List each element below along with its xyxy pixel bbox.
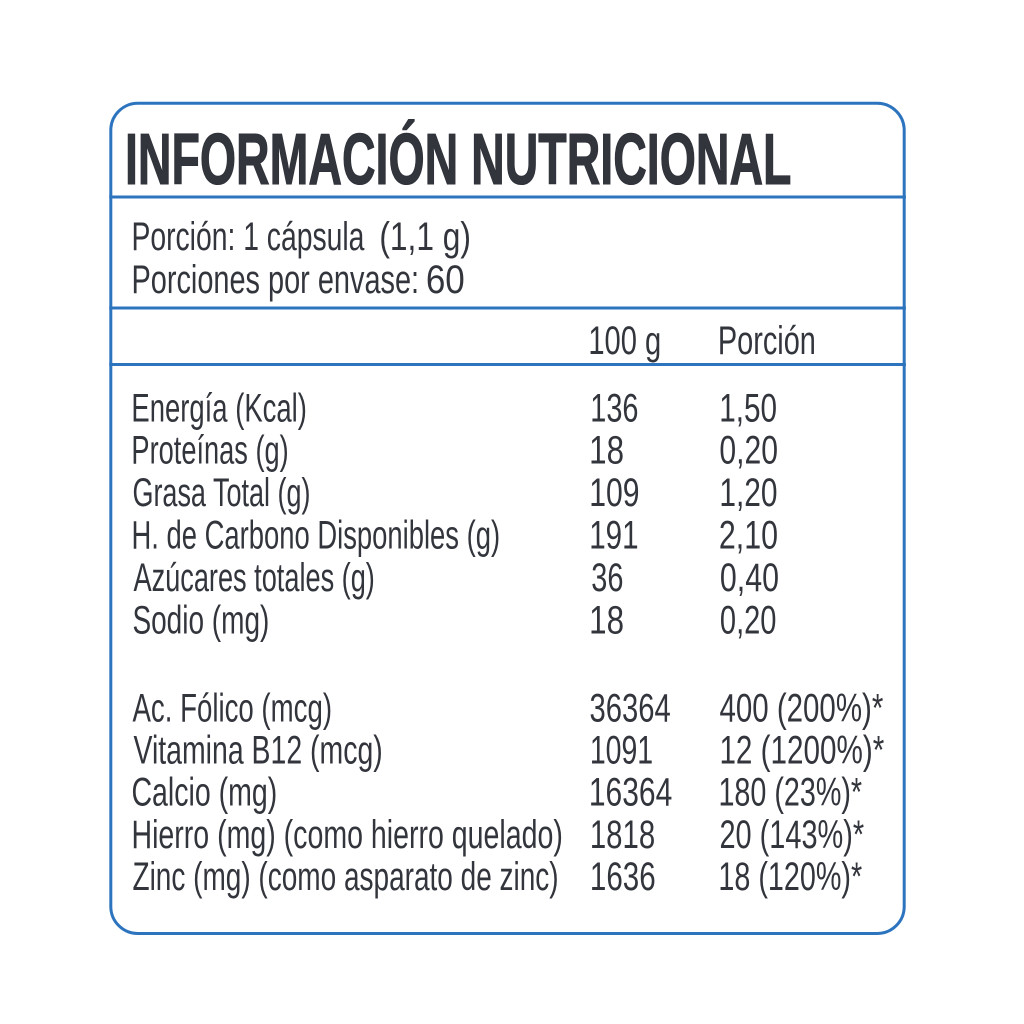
svg-text:Porciones por envase:: Porciones por envase: (131, 258, 419, 302)
svg-text:2,10: 2,10 (719, 514, 778, 558)
svg-text:12 (1200%)*: 12 (1200%)* (719, 729, 884, 773)
svg-text:Zinc (mg) (como asparato de zi: Zinc (mg) (como asparato de zinc) (132, 855, 558, 899)
svg-text:H. de Carbono Disponibles (g): H. de Carbono Disponibles (g) (131, 514, 500, 558)
svg-text:Vitamina B12 (mcg): Vitamina B12 (mcg) (133, 729, 382, 773)
svg-text:1818: 1818 (590, 813, 655, 857)
svg-text:191: 191 (589, 514, 638, 558)
svg-text:0,20: 0,20 (720, 599, 777, 643)
svg-text:20 (143%)*: 20 (143%)* (719, 813, 864, 857)
svg-text:100 g: 100 g (588, 319, 661, 363)
svg-text:Ac. Fólico (mcg): Ac. Fólico (mcg) (133, 687, 333, 731)
svg-text:180 (23%)*: 180 (23%)* (718, 771, 862, 815)
svg-text:109: 109 (589, 471, 639, 515)
svg-text:1091: 1091 (590, 729, 653, 773)
svg-text:1,20: 1,20 (719, 471, 777, 515)
svg-text:18: 18 (589, 429, 624, 473)
svg-text:0,40: 0,40 (720, 556, 779, 600)
svg-text:1636: 1636 (590, 855, 656, 899)
svg-text:36: 36 (591, 556, 623, 600)
svg-text:Sodio (mg): Sodio (mg) (132, 599, 269, 643)
svg-text:36364: 36364 (589, 687, 670, 731)
svg-text:Porción: 1 cápsula: Porción: 1 cápsula (131, 215, 364, 259)
svg-text:16364: 16364 (589, 771, 672, 815)
svg-text:0,20: 0,20 (719, 429, 778, 473)
svg-text:400 (200%)*: 400 (200%)* (719, 687, 883, 731)
svg-text:Hierro (mg) (como hierro quela: Hierro (mg) (como hierro quelado) (131, 813, 562, 857)
svg-text:136: 136 (590, 387, 638, 431)
svg-text:18: 18 (589, 599, 624, 643)
svg-text:Porción: Porción (718, 319, 816, 363)
svg-text:Azúcares totales (g): Azúcares totales (g) (133, 556, 374, 600)
svg-text:1,50: 1,50 (719, 387, 777, 431)
svg-text:(1,1 g): (1,1 g) (379, 215, 470, 259)
svg-text:Energía (Kcal): Energía (Kcal) (131, 387, 306, 431)
svg-text:Calcio (mg): Calcio (mg) (131, 771, 277, 815)
svg-text:Proteínas (g): Proteínas (g) (131, 429, 288, 473)
svg-text:Grasa Total (g): Grasa Total (g) (132, 471, 310, 515)
svg-text:18 (120%)*: 18 (120%)* (718, 855, 862, 899)
svg-text:60: 60 (426, 258, 465, 302)
svg-text:INFORMACIÓN NUTRICIONAL: INFORMACIÓN NUTRICIONAL (125, 119, 791, 200)
